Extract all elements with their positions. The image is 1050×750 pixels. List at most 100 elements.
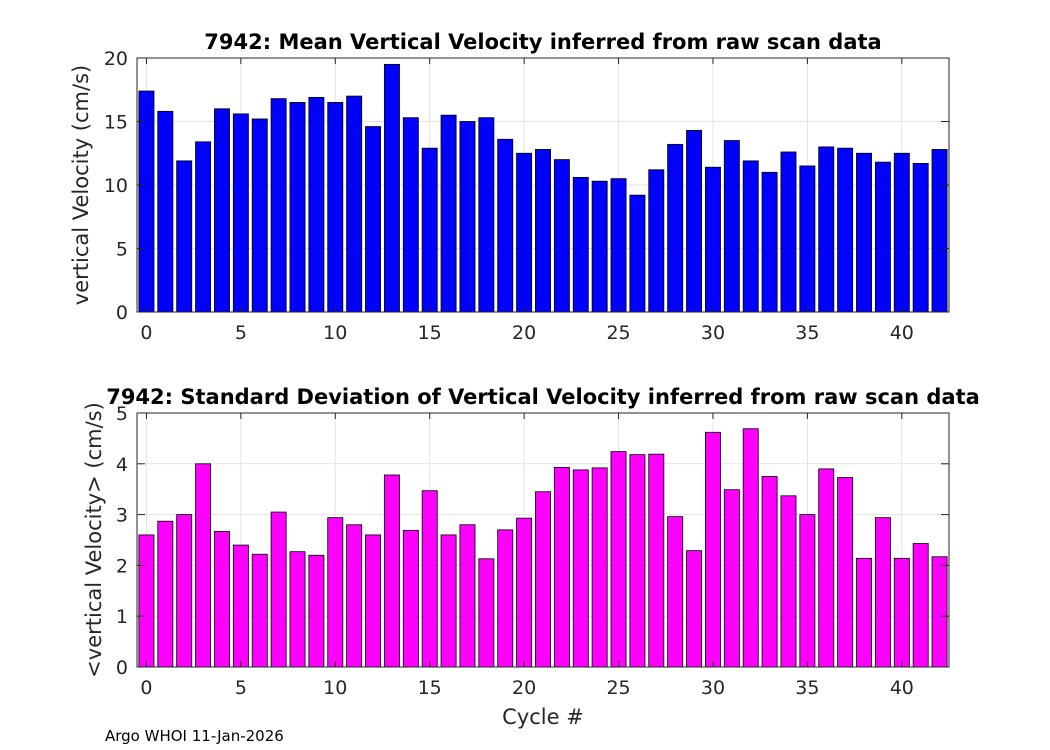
x-tick-label: 10 [323, 677, 347, 699]
bar-cycle-30 [705, 431, 721, 668]
x-tick-label: 5 [235, 322, 247, 344]
bar-cycle-14 [402, 117, 419, 313]
y-tick-label: 0 [116, 302, 128, 324]
bar-cycle-36 [818, 146, 835, 313]
bar-cycle-17 [459, 524, 476, 668]
bar-cycle-17 [459, 121, 476, 313]
bar-cycle-24 [591, 180, 608, 313]
bar-cycle-13 [383, 63, 400, 313]
bar-cycle-21 [535, 491, 551, 668]
bar-cycle-11 [346, 524, 363, 668]
bar-cycle-25 [610, 178, 627, 313]
bar-cycle-37 [837, 147, 854, 313]
x-tick-label: 35 [795, 322, 819, 344]
x-tick-label: 40 [890, 677, 914, 699]
bar-cycle-41 [912, 163, 929, 313]
x-tick-label: 15 [418, 322, 442, 344]
plot-frame-std [136, 412, 950, 668]
bar-cycle-3 [195, 463, 212, 668]
y-tick-label: 2 [116, 555, 128, 577]
bar-cycle-9 [308, 96, 325, 313]
bar-cycle-2 [176, 160, 193, 313]
bar-cycle-42 [931, 149, 948, 313]
bar-cycle-7 [270, 98, 287, 313]
bar-cycle-28 [667, 143, 684, 313]
bar-cycle-35 [799, 165, 816, 313]
x-tick-label: 30 [701, 677, 725, 699]
bar-cycle-36 [818, 468, 835, 668]
bar-cycle-26 [629, 454, 646, 668]
bar-cycle-24 [591, 467, 608, 668]
y-axis-label-mean: vertical Velocity (cm/s) [69, 65, 93, 305]
bars-std [138, 428, 948, 668]
bar-cycle-40 [893, 557, 910, 668]
bar-cycle-21 [535, 149, 551, 313]
y-tick-label: 15 [104, 112, 128, 134]
bar-cycle-32 [742, 428, 759, 668]
bar-cycle-19 [497, 529, 514, 668]
bar-cycle-29 [686, 550, 703, 668]
bar-cycle-38 [856, 557, 872, 668]
bar-cycle-18 [478, 558, 495, 668]
x-tick-label: 20 [512, 322, 536, 344]
bar-cycle-37 [837, 477, 854, 668]
x-tick-label: 20 [512, 677, 536, 699]
bar-cycle-10 [327, 102, 344, 313]
bar-cycle-18 [478, 117, 495, 313]
bar-cycle-33 [761, 171, 778, 313]
bar-cycle-39 [874, 517, 891, 668]
bar-cycle-32 [742, 160, 759, 313]
x-ticks-mean: 0 5 10 15 20 25 30 35 40 [140, 58, 914, 344]
bar-cycle-15 [421, 490, 438, 668]
bar-cycle-23 [572, 469, 589, 668]
bar-cycle-5 [232, 113, 249, 313]
bar-cycle-19 [497, 138, 514, 313]
x-axis-label-std: Cycle # [502, 705, 584, 729]
bar-cycle-39 [874, 161, 891, 313]
y-tick-label: 4 [116, 454, 128, 476]
bar-cycle-22 [553, 466, 570, 668]
x-tick-label: 40 [890, 322, 914, 344]
x-tick-label: 25 [606, 322, 630, 344]
bars-mean [138, 63, 948, 313]
bar-cycle-3 [195, 141, 212, 313]
y-tick-label: 3 [116, 505, 128, 527]
bar-cycle-33 [761, 476, 778, 668]
bar-cycle-6 [251, 118, 268, 313]
x-tick-label: 25 [606, 677, 630, 699]
bar-cycle-11 [346, 95, 363, 313]
bar-cycle-2 [176, 514, 193, 668]
bar-cycle-41 [912, 543, 929, 668]
bar-cycle-0 [138, 534, 155, 668]
bar-cycle-34 [780, 151, 797, 313]
bar-cycle-12 [365, 534, 381, 668]
bar-cycle-31 [723, 489, 740, 668]
bar-cycle-34 [780, 495, 797, 668]
bar-cycle-12 [365, 126, 381, 313]
bar-cycle-26 [629, 194, 646, 313]
bar-cycle-25 [610, 451, 627, 668]
chart-title-std: 7942: Standard Deviation of Vertical Vel… [106, 385, 980, 409]
bar-cycle-8 [289, 102, 306, 313]
chart-title-mean: 7942: Mean Vertical Velocity inferred fr… [204, 30, 881, 54]
bar-cycle-38 [856, 152, 872, 313]
bar-cycle-23 [572, 176, 589, 313]
bar-cycle-5 [232, 544, 249, 668]
bar-cycle-20 [516, 517, 533, 668]
bar-cycle-22 [553, 159, 570, 313]
bar-cycle-8 [289, 551, 306, 668]
x-tick-label: 0 [140, 677, 152, 699]
chart-mean-velocity: 0 5 10 15 20 25 30 35 40 0 5 10 15 20 7942: Mean Ver… [69, 30, 950, 344]
bar-cycle-42 [931, 556, 948, 668]
bar-cycle-1 [157, 110, 174, 313]
y-tick-label: 20 [104, 48, 128, 70]
bar-cycle-7 [270, 511, 287, 668]
bar-cycle-30 [705, 166, 721, 313]
y-ticks-std: 0 1 2 3 4 5 [116, 403, 949, 679]
bar-cycle-15 [421, 147, 438, 313]
chart-std-velocity: 0 5 10 15 20 25 30 35 40 0 1 2 3 4 5 7942: Standard D… [82, 385, 980, 729]
bar-cycle-16 [440, 114, 457, 313]
y-tick-label: 1 [116, 606, 128, 628]
bar-cycle-31 [723, 140, 740, 313]
